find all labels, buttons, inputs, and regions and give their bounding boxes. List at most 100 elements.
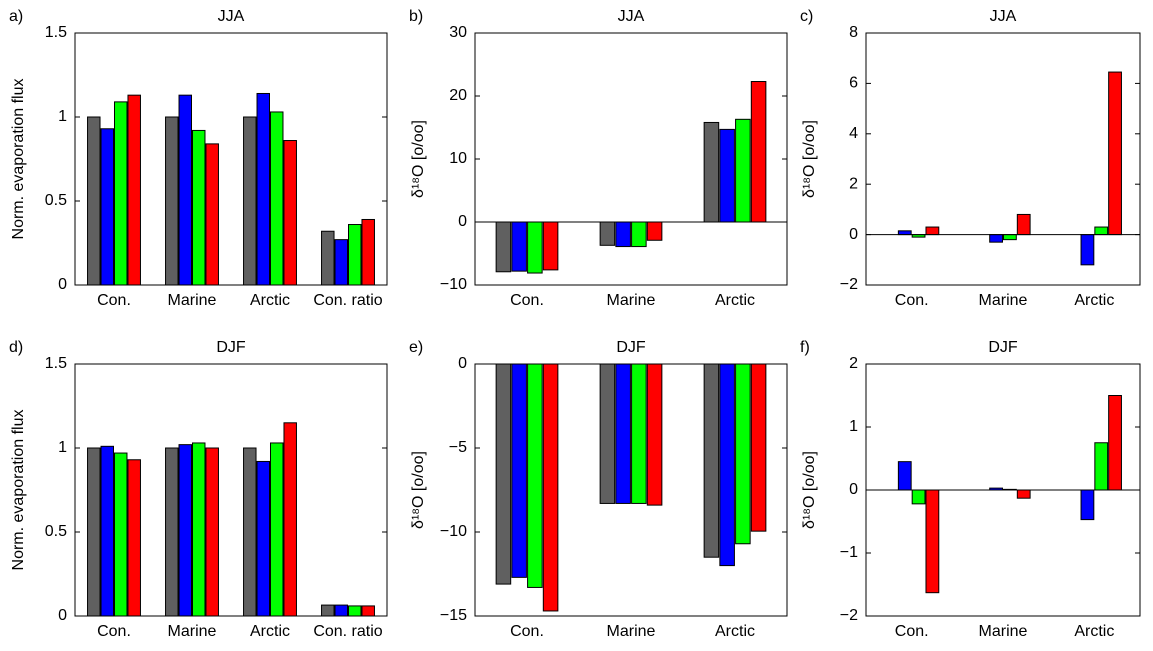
bar <box>646 363 663 506</box>
bar <box>269 111 284 286</box>
panel-title: JJA <box>990 8 1017 25</box>
y-axis-label: δ¹⁸O [o/oo] <box>410 451 427 529</box>
bar <box>615 363 631 504</box>
x-tick-label: Con. <box>97 292 131 309</box>
bar <box>321 604 335 617</box>
y-axis-label: δ¹⁸O [o/oo] <box>801 120 818 198</box>
y-tick-label: 30 <box>449 24 467 41</box>
y-tick-label: −10 <box>440 276 467 293</box>
panel-title: DJF <box>616 339 646 356</box>
bar <box>361 605 375 617</box>
bar <box>542 363 559 612</box>
bar <box>911 489 926 505</box>
y-tick-label: 0 <box>58 607 67 624</box>
bar <box>989 234 1003 243</box>
panel-label: b) <box>409 8 423 25</box>
bar <box>925 226 940 236</box>
bar <box>321 230 335 286</box>
bar <box>127 459 141 617</box>
panel-title: JJA <box>618 8 645 25</box>
bar <box>256 92 271 286</box>
bar <box>347 224 362 286</box>
plot-frame <box>74 32 388 286</box>
bar <box>1080 489 1095 521</box>
bar <box>87 447 101 617</box>
panel-title: DJF <box>216 339 246 356</box>
bar <box>703 121 720 223</box>
y-tick-label: 2 <box>849 175 858 192</box>
y-axis-label: δ¹⁸O [o/oo] <box>801 451 818 529</box>
bar <box>527 363 543 588</box>
panel-label: d) <box>9 339 23 356</box>
y-axis-label: Norm. evaporation flux <box>10 79 27 240</box>
bar <box>719 363 735 567</box>
y-tick-label: −2 <box>840 607 858 624</box>
bar <box>205 447 219 617</box>
bar <box>127 94 141 286</box>
bar <box>750 363 767 532</box>
y-axis-label: Norm. evaporation flux <box>10 410 27 571</box>
panel: d) DJF Norm. evaporation flux 0 0.5 1 1.5 Con. M… <box>9 339 388 640</box>
bar <box>113 101 128 286</box>
y-tick-label: −1 <box>840 544 858 561</box>
x-tick-label: Marine <box>979 292 1028 309</box>
y-tick-label: 1 <box>58 439 67 456</box>
bar <box>897 461 912 491</box>
bar <box>191 129 206 286</box>
x-tick-label: Arctic <box>1074 292 1114 309</box>
x-tick-label: Con. <box>895 623 929 640</box>
bar <box>615 221 631 248</box>
x-tick-label: Marine <box>607 623 656 640</box>
bar <box>703 363 720 558</box>
bar <box>1094 226 1109 236</box>
y-tick-label: 0.5 <box>45 523 67 540</box>
x-tick-label: Arctic <box>715 623 755 640</box>
bar <box>527 221 543 274</box>
bar <box>735 363 751 545</box>
y-tick-label: 0.5 <box>45 192 67 209</box>
y-tick-label: 1 <box>849 418 858 435</box>
bar <box>735 118 751 223</box>
x-tick-label: Marine <box>168 292 217 309</box>
y-tick-label: −10 <box>440 523 467 540</box>
y-tick-label: −5 <box>449 439 467 456</box>
bar <box>719 128 735 223</box>
x-tick-label: Arctic <box>250 292 290 309</box>
panel-title: DJF <box>988 339 1018 356</box>
bar <box>925 489 940 594</box>
bar <box>1094 442 1109 491</box>
x-tick-label: Arctic <box>1074 623 1114 640</box>
bar <box>283 140 297 286</box>
y-tick-label: 0 <box>849 226 858 243</box>
bar <box>205 143 219 286</box>
bar <box>1080 234 1095 266</box>
panel-title: JJA <box>218 8 245 25</box>
y-tick-label: 4 <box>849 125 858 142</box>
bar <box>283 422 297 617</box>
x-tick-label: Con. ratio <box>313 292 382 309</box>
y-tick-label: 1.5 <box>45 355 67 372</box>
y-tick-label: 0 <box>849 481 858 498</box>
x-tick-label: Marine <box>979 623 1028 640</box>
y-tick-label: 8 <box>849 24 858 41</box>
x-tick-label: Arctic <box>715 292 755 309</box>
bar <box>1108 71 1122 236</box>
y-tick-label: 10 <box>449 150 467 167</box>
panel-label: c) <box>800 8 813 25</box>
bar <box>511 221 527 272</box>
y-tick-label: 2 <box>849 355 858 372</box>
x-tick-label: Con. <box>895 292 929 309</box>
y-tick-label: −15 <box>440 607 467 624</box>
plot-frame <box>865 32 1141 286</box>
y-tick-label: 1 <box>58 108 67 125</box>
bar <box>599 363 616 504</box>
bar <box>256 460 271 617</box>
plot-frame <box>474 32 788 286</box>
y-tick-label: 6 <box>849 75 858 92</box>
y-tick-label: 0 <box>58 276 67 293</box>
panel-label: a) <box>9 8 23 25</box>
y-tick-label: 20 <box>449 87 467 104</box>
bar <box>100 128 115 286</box>
plot-frame <box>865 363 1141 617</box>
bar <box>100 445 115 617</box>
